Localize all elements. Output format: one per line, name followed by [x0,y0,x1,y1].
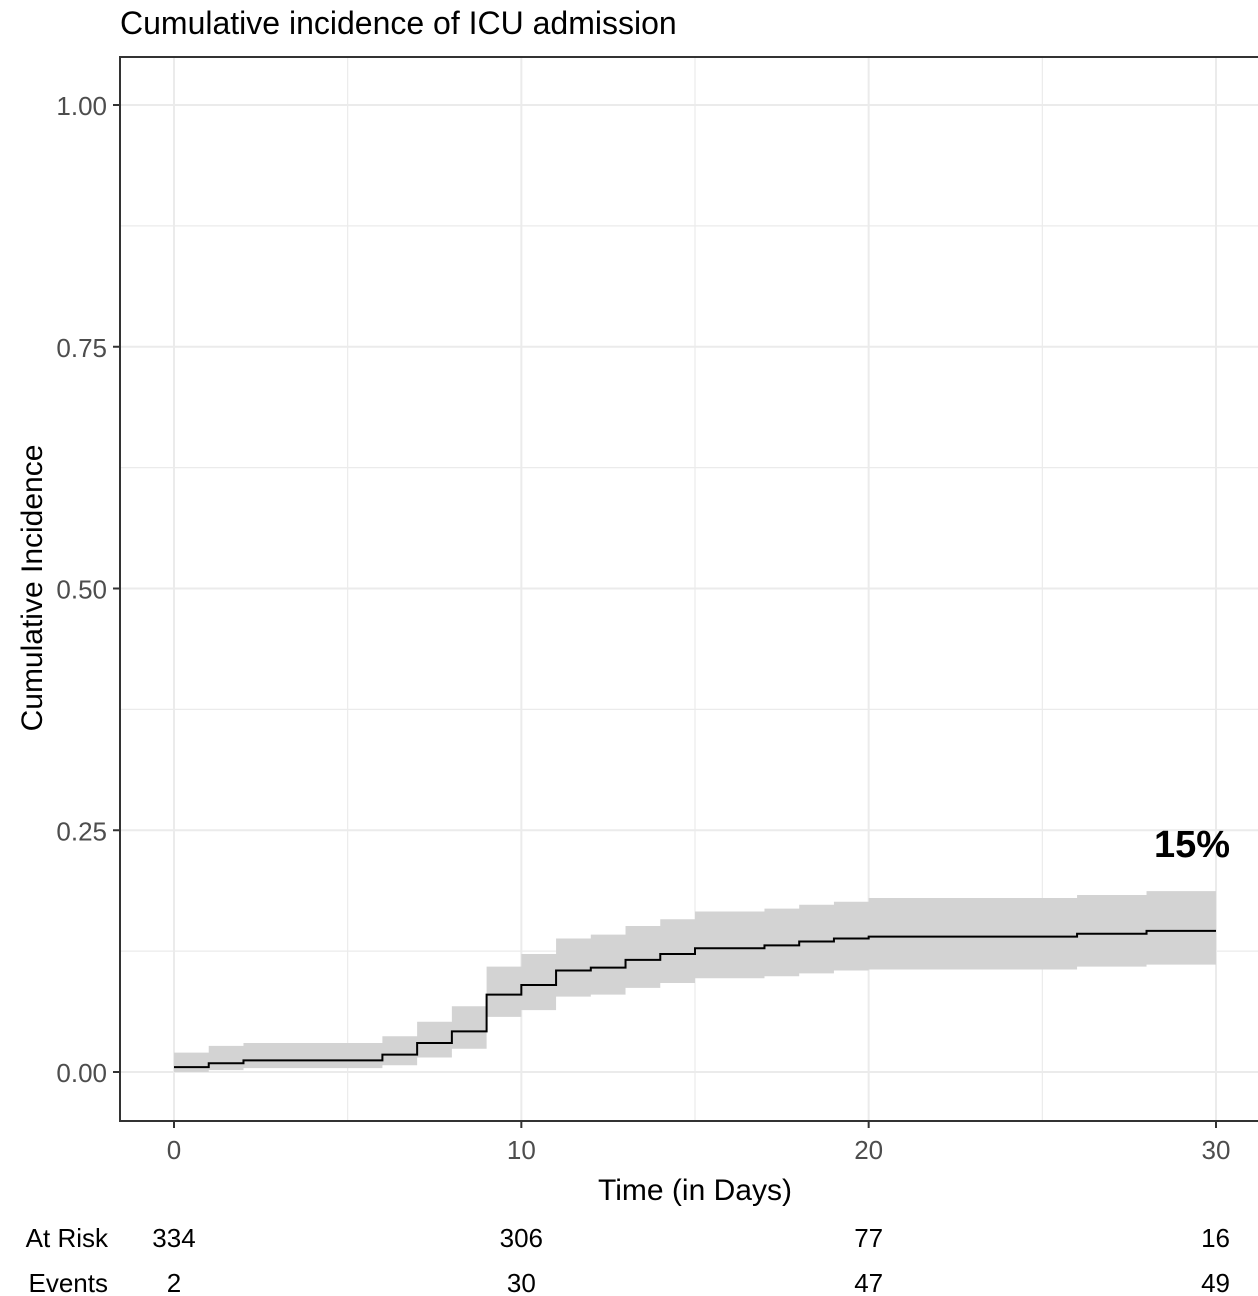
risk-cell: 49 [1201,1268,1230,1296]
x-tick-label: 10 [507,1135,536,1165]
incidence-step-line [174,929,1216,1069]
risk-cell: 77 [854,1223,883,1253]
risk-cell: 47 [854,1268,883,1296]
incidence-curve [174,929,1216,1069]
y-tick-label: 0.00 [56,1058,107,1088]
y-axis-label: Cumulative Incidence [16,445,49,732]
risk-cell: 334 [152,1223,195,1253]
risk-row-label: Events [29,1268,109,1296]
final-incidence-annotation: 15% [1154,824,1230,866]
x-tick-label: 20 [854,1135,883,1165]
x-tick-label: 30 [1202,1135,1231,1165]
y-tick-label: 0.25 [56,816,107,846]
y-tick-label: 0.75 [56,333,107,363]
y-tick-label: 1.00 [56,91,107,121]
x-tick-label: 0 [167,1135,181,1165]
x-axis-label: Time (in Days) [598,1174,792,1207]
risk-cell: 2 [167,1268,181,1296]
y-tick-label: 0.50 [56,575,107,605]
risk-cell: 16 [1201,1223,1230,1253]
risk-cell: 30 [507,1268,536,1296]
risk-table: At Risk 334 306 77 16 Events 2 30 47 49 [26,1223,1230,1296]
y-axis-ticks: 0.00 0.25 0.50 0.75 1.00 [56,91,120,1088]
risk-cell: 306 [500,1223,543,1253]
chart-title: Cumulative incidence of ICU admission [120,5,677,41]
risk-row-label: At Risk [26,1223,109,1253]
x-axis-ticks: 0 10 20 30 [167,1121,1231,1165]
